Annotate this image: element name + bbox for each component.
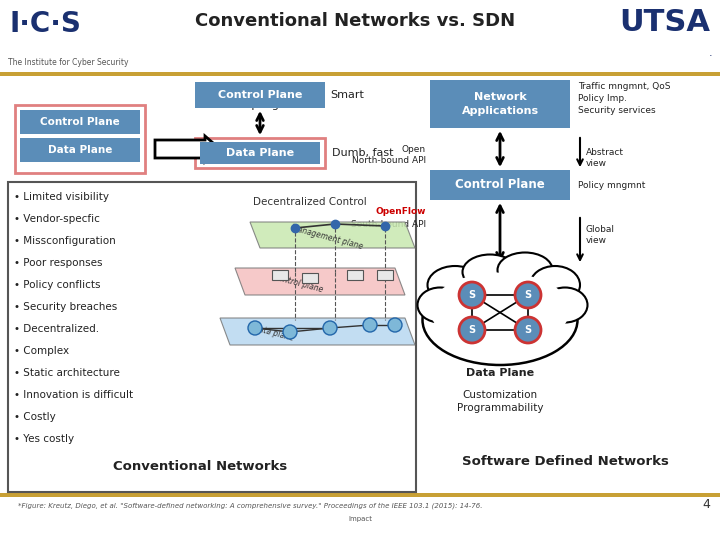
Text: S: S: [524, 290, 531, 300]
Circle shape: [515, 282, 541, 308]
Text: • Limited visibility: • Limited visibility: [14, 192, 109, 202]
Text: The Institute for Cyber Security: The Institute for Cyber Security: [8, 58, 128, 67]
Circle shape: [248, 321, 262, 335]
Text: Network
Applications: Network Applications: [462, 92, 539, 116]
Ellipse shape: [542, 287, 588, 322]
Text: S: S: [469, 290, 476, 300]
Text: South-bound API: South-bound API: [351, 220, 426, 229]
Ellipse shape: [418, 287, 462, 322]
Bar: [0, 493, 720, 497]
Text: Dumb, fast: Dumb, fast: [332, 148, 394, 158]
Bar: [20, 110, 140, 134]
Bar: [0, 72, 720, 76]
Bar: [430, 80, 570, 128]
Text: • Policy conflicts: • Policy conflicts: [14, 280, 101, 290]
Bar: [302, 273, 318, 283]
Text: Open
North-bound API: Open North-bound API: [352, 145, 426, 165]
Text: I·C·S: I·C·S: [10, 10, 82, 38]
Text: • Security breaches: • Security breaches: [14, 302, 117, 312]
Circle shape: [363, 318, 377, 332]
Text: Decentralized Control: Decentralized Control: [253, 197, 367, 207]
Text: • Innovation is difficult: • Innovation is difficult: [14, 390, 133, 400]
Text: *Figure: Kreutz, Diego, et al. "Software-defined networking: A comprehensive sur: *Figure: Kreutz, Diego, et al. "Software…: [18, 502, 482, 509]
Ellipse shape: [428, 266, 482, 304]
Text: Customization
Programmability: Customization Programmability: [456, 390, 544, 413]
Text: Global
view: Global view: [586, 225, 615, 245]
Text: 4: 4: [702, 498, 710, 511]
Text: OpenFlow: OpenFlow: [376, 207, 426, 216]
FancyArrow shape: [155, 136, 220, 162]
Circle shape: [283, 325, 297, 339]
Text: Abstract
view: Abstract view: [586, 148, 624, 168]
Circle shape: [323, 321, 337, 335]
Text: Data Plane: Data Plane: [48, 145, 112, 155]
Ellipse shape: [462, 254, 518, 289]
Bar: [272, 270, 288, 280]
Bar: [195, 82, 325, 108]
Text: Management plane: Management plane: [290, 223, 364, 251]
Text: S: S: [469, 325, 476, 335]
Ellipse shape: [530, 266, 580, 304]
Text: • Poor responses: • Poor responses: [14, 258, 102, 268]
Text: Data Plane: Data Plane: [226, 148, 294, 158]
Bar: [8, 182, 416, 492]
Text: Smart: Smart: [330, 90, 364, 100]
Text: Traffic mngmnt, QoS
Policy Imp.
Security services: Traffic mngmnt, QoS Policy Imp. Security…: [578, 82, 670, 114]
Ellipse shape: [430, 273, 570, 348]
Circle shape: [515, 317, 541, 343]
Text: • Complex: • Complex: [14, 346, 69, 356]
Text: Control plane: Control plane: [272, 272, 324, 294]
Polygon shape: [220, 318, 415, 345]
Text: • Costly: • Costly: [14, 412, 55, 422]
Text: Impact: Impact: [348, 516, 372, 522]
Text: • Missconfiguration: • Missconfiguration: [14, 236, 116, 246]
Bar: [20, 138, 140, 162]
Polygon shape: [250, 222, 415, 248]
Text: Conventional Networks vs. SDN: Conventional Networks vs. SDN: [195, 12, 515, 30]
Bar: [15, 105, 145, 173]
Text: S: S: [524, 325, 531, 335]
Text: • Static architecture: • Static architecture: [14, 368, 120, 378]
Text: UTSA: UTSA: [619, 8, 710, 37]
Text: Control Plane: Control Plane: [455, 179, 545, 192]
Bar: [347, 270, 363, 280]
Bar: [195, 138, 325, 168]
Bar: [377, 270, 393, 280]
Ellipse shape: [498, 253, 552, 287]
Text: Control Plane: Control Plane: [40, 117, 120, 127]
Text: • Vendor-specfic: • Vendor-specfic: [14, 214, 100, 224]
Text: Decoupling: Decoupling: [217, 100, 279, 110]
Ellipse shape: [423, 275, 577, 365]
Text: Data Plane: Data Plane: [466, 368, 534, 378]
Text: • Yes costly: • Yes costly: [14, 434, 74, 444]
Bar: [430, 170, 570, 200]
Circle shape: [459, 282, 485, 308]
Text: Data plane: Data plane: [252, 323, 294, 343]
Circle shape: [459, 317, 485, 343]
Text: Policy mngmnt: Policy mngmnt: [578, 180, 645, 190]
Text: Software Defined Networks: Software Defined Networks: [462, 455, 668, 468]
Text: • Decentralized.: • Decentralized.: [14, 324, 99, 334]
Circle shape: [388, 318, 402, 332]
Text: .: .: [708, 48, 712, 58]
Text: Control Plane: Control Plane: [218, 90, 302, 100]
Bar: [200, 142, 320, 164]
Polygon shape: [235, 268, 405, 295]
Text: Conventional Networks: Conventional Networks: [113, 460, 287, 473]
